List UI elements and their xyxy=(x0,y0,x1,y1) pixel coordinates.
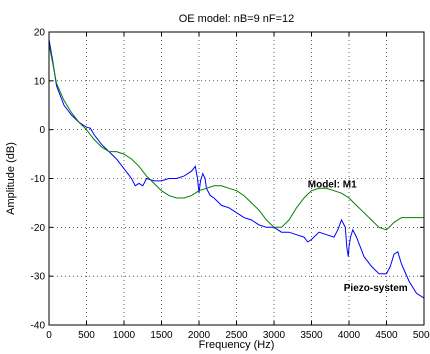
y-tick-label: -30 xyxy=(31,272,46,283)
series-line-piezo-system xyxy=(48,39,425,299)
annotation-label: Piezo-system xyxy=(344,283,408,294)
y-tick-label: -40 xyxy=(31,321,46,332)
y-axis-label: Amplitude (dB) xyxy=(5,142,17,215)
x-tick-label: 4500 xyxy=(375,330,398,341)
series-line-model-m1 xyxy=(48,44,424,231)
x-axis-label: Frequency (Hz) xyxy=(199,339,275,351)
x-tick-label: 3000 xyxy=(263,330,286,341)
annotation-label: Model: M1 xyxy=(308,179,357,190)
y-tick-label: 20 xyxy=(34,28,46,39)
x-tick-label: 3500 xyxy=(300,330,323,341)
y-tick-label: 10 xyxy=(34,76,46,87)
x-tick-label: 5000 xyxy=(413,330,430,341)
y-tick-label: 0 xyxy=(39,125,45,136)
plot-area xyxy=(48,31,425,326)
y-tick-label: -20 xyxy=(31,223,46,234)
x-tick-label: 2000 xyxy=(188,330,211,341)
x-axis: 0 500 1000 1500 2000 2500 3000 3500 4000 4500 5000 xyxy=(46,32,430,341)
series-layer xyxy=(48,39,425,299)
y-tick-label: -10 xyxy=(31,174,46,185)
y-axis: -40 -30 -20 -10 0 10 20 xyxy=(31,28,424,332)
x-tick-label: 1000 xyxy=(113,330,136,341)
x-tick-label: 500 xyxy=(78,330,95,341)
annotations: Model: M1 Piezo-system xyxy=(308,179,408,294)
chart-title: OE model: nB=9 nF=12 xyxy=(179,13,295,25)
x-tick-label: 1500 xyxy=(150,330,173,341)
grid xyxy=(49,32,424,325)
x-tick-label: 0 xyxy=(46,330,52,341)
x-tick-label: 2500 xyxy=(225,330,248,341)
x-tick-label: 4000 xyxy=(338,330,361,341)
